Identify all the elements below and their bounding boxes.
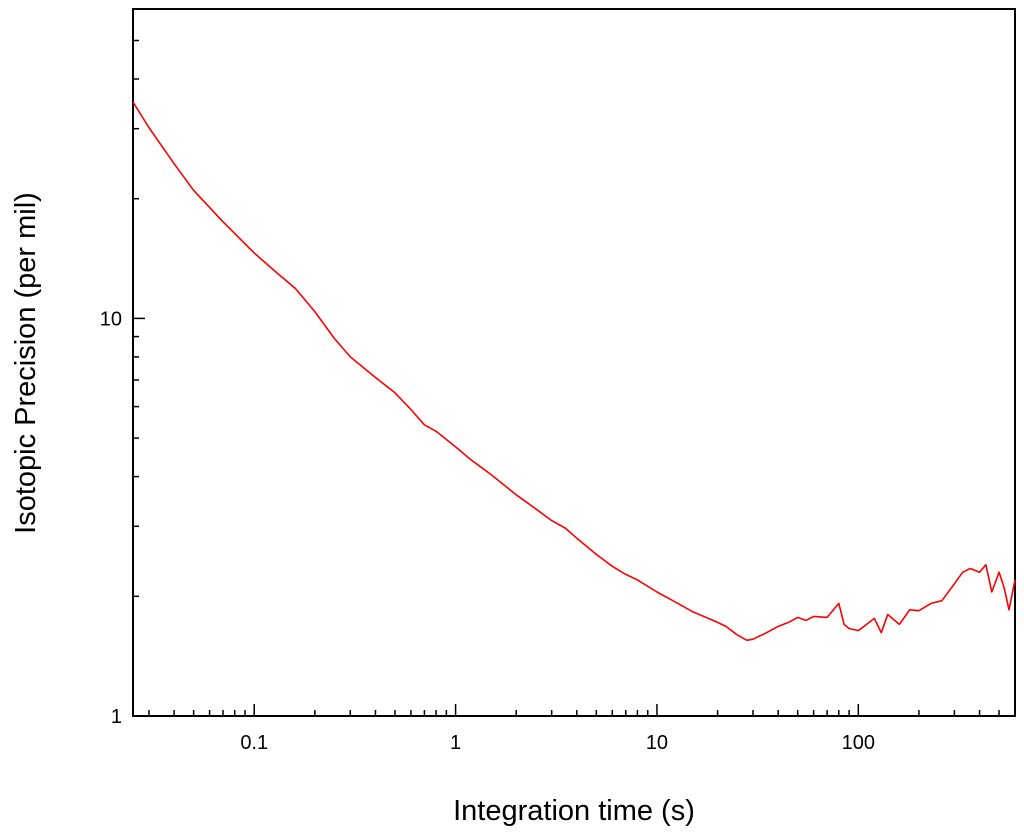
- plot-frame: [132, 8, 1016, 717]
- x-axis-ticks: [148, 704, 1016, 716]
- x-tick-label: 10: [646, 732, 668, 754]
- x-axis-tick-labels: 0.1 1 10 100: [240, 732, 875, 754]
- x-tick-label: 100: [842, 732, 875, 754]
- y-axis-ticks: [133, 8, 145, 717]
- x-axis-title: Integration time (s): [453, 795, 695, 827]
- series-layer: [132, 101, 1016, 642]
- y-axis-tick-labels: 1 10: [100, 308, 122, 728]
- series-line: [132, 101, 1016, 642]
- y-axis-title: Isotopic Precision (per mil): [10, 192, 42, 534]
- x-tick-label: 0.1: [240, 732, 268, 754]
- x-tick-label: 1: [450, 732, 461, 754]
- y-tick-label: 10: [100, 308, 122, 330]
- y-tick-label: 1: [111, 706, 122, 728]
